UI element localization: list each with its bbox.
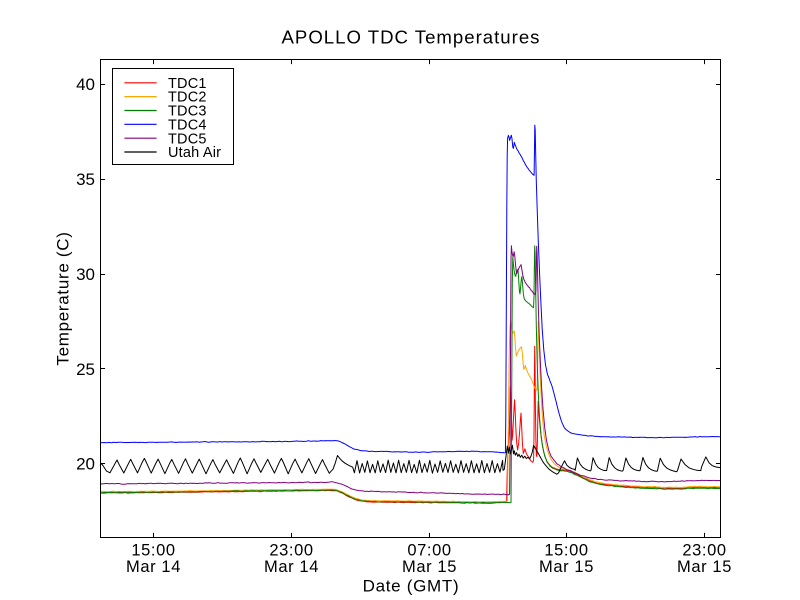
svg-text:23:00: 23:00: [682, 542, 726, 560]
svg-text:Mar 15: Mar 15: [677, 558, 732, 576]
svg-text:35: 35: [76, 170, 95, 189]
svg-text:15:00: 15:00: [544, 542, 588, 560]
svg-text:TDC3: TDC3: [168, 104, 207, 120]
svg-text:Date (GMT): Date (GMT): [363, 576, 460, 595]
svg-text:23:00: 23:00: [269, 542, 313, 560]
svg-text:40: 40: [76, 75, 95, 94]
svg-text:25: 25: [76, 360, 95, 379]
svg-text:20: 20: [76, 455, 95, 474]
svg-text:Mar 14: Mar 14: [126, 558, 181, 576]
svg-text:TDC4: TDC4: [168, 117, 207, 133]
svg-text:Mar 15: Mar 15: [402, 558, 457, 576]
svg-text:Utah Air: Utah Air: [168, 145, 221, 161]
svg-text:APOLLO TDC Temperatures: APOLLO TDC Temperatures: [282, 26, 541, 47]
svg-text:Mar 14: Mar 14: [264, 558, 319, 576]
svg-text:Mar 15: Mar 15: [539, 558, 594, 576]
svg-text:15:00: 15:00: [131, 542, 175, 560]
svg-text:TDC5: TDC5: [168, 131, 207, 147]
svg-text:Temperature (C): Temperature (C): [54, 231, 73, 365]
svg-text:07:00: 07:00: [407, 542, 451, 560]
svg-text:30: 30: [76, 265, 95, 284]
svg-text:TDC2: TDC2: [168, 90, 207, 106]
svg-text:TDC1: TDC1: [168, 76, 207, 92]
